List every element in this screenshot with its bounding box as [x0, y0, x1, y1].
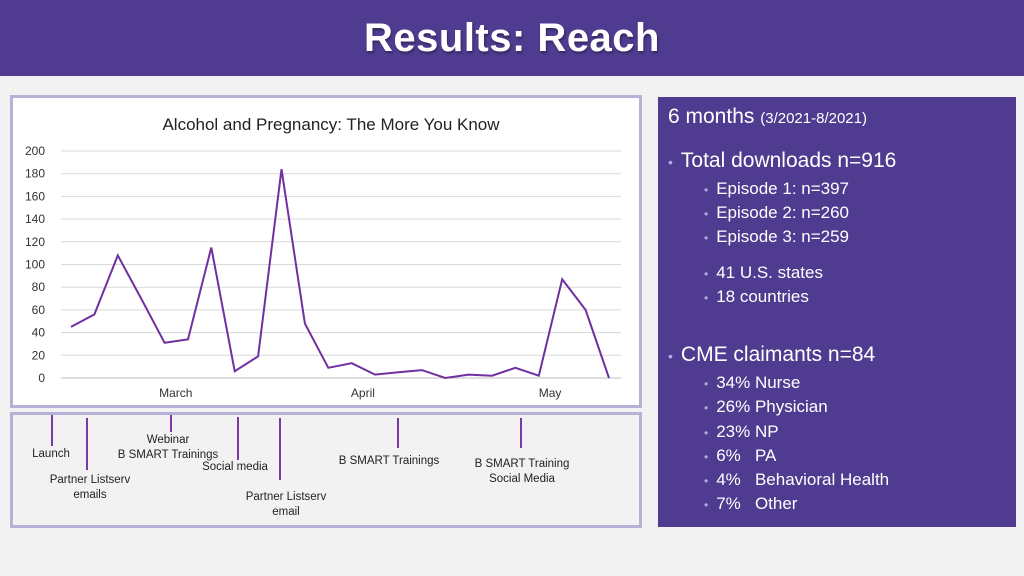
line-chart: Alcohol and Pregnancy: The More You Know…	[25, 115, 621, 400]
y-tick-label: 20	[32, 348, 46, 362]
event-marker-launch	[51, 415, 53, 446]
bullet-episode-2: • Episode 2: n=260	[704, 203, 850, 222]
bullet-episode-3: • Episode 3: n=259	[704, 227, 850, 246]
chart-area: Alcohol and Pregnancy: The More You Know…	[10, 95, 642, 408]
event-label-social-media: Social media	[202, 461, 268, 473]
y-tick-label: 0	[38, 371, 45, 385]
stats-panel: 6 months (3/2021-8/2021) • Total download…	[658, 97, 1016, 527]
bullet-countries: • 18 countries	[704, 287, 809, 306]
bullet-states: • 41 U.S. states	[704, 263, 823, 282]
event-label-partner-listserv-email: Partner Listserv email	[245, 491, 327, 518]
panel-heading: 6 months (3/2021-8/2021)	[668, 105, 867, 128]
event-label-bsmart-trainings: B SMART Trainings	[338, 455, 440, 467]
event-label-webinar: Webinar B SMART Trainings	[117, 434, 219, 461]
bullet-physician: • 26% Physician	[704, 397, 828, 416]
event-marker-partner-listserv-email	[279, 418, 281, 480]
bullet-total-downloads: • Total downloads n=916	[668, 149, 897, 172]
bullet-pa: • 6% PA	[704, 446, 777, 465]
y-tick-label: 140	[25, 212, 45, 226]
event-marker-bsmart-trainings	[397, 418, 399, 448]
x-tick-label: May	[539, 386, 562, 400]
event-label-partner-listserv-emails: Partner Listserv emails	[49, 474, 131, 501]
event-label-bsmart-training-social: B SMART Training Social Media	[474, 458, 570, 485]
y-tick-label: 40	[32, 326, 46, 340]
panel-period: (3/2021-8/2021)	[760, 110, 867, 127]
event-label-launch: Launch	[32, 448, 70, 460]
y-tick-label: 80	[32, 280, 46, 294]
title-bar: Results: Reach	[0, 0, 1024, 76]
bullet-other: • 7% Other	[704, 494, 798, 513]
bullet-episode-1: • Episode 1: n=397	[704, 179, 850, 198]
y-tick-label: 200	[25, 144, 45, 158]
page-title: Results: Reach	[364, 15, 660, 60]
bullet-cme-claimants: • CME claimants n=84	[668, 343, 876, 366]
y-tick-label: 180	[25, 167, 45, 181]
event-marker-social-media	[237, 417, 239, 460]
y-tick-label: 120	[25, 235, 45, 249]
bullet-np: • 23% NP	[704, 422, 779, 441]
y-tick-label: 60	[32, 303, 46, 317]
events-timeline: Launch Partner Listserv emails Webinar B…	[10, 412, 642, 528]
bullet-nurse: • 34% Nurse	[704, 373, 801, 392]
event-marker-webinar	[170, 415, 172, 432]
x-tick-label: April	[351, 386, 375, 400]
series-line	[70, 169, 610, 380]
chart-title: Alcohol and Pregnancy: The More You Know	[162, 115, 500, 134]
y-tick-label: 160	[25, 189, 45, 203]
y-tick-label: 100	[25, 258, 45, 272]
event-marker-bsmart-training-social	[520, 418, 522, 448]
event-marker-partner-listserv-emails	[86, 418, 88, 470]
bullet-behavioral-health: • 4% Behavioral Health	[704, 470, 890, 489]
x-tick-label: March	[159, 386, 192, 400]
